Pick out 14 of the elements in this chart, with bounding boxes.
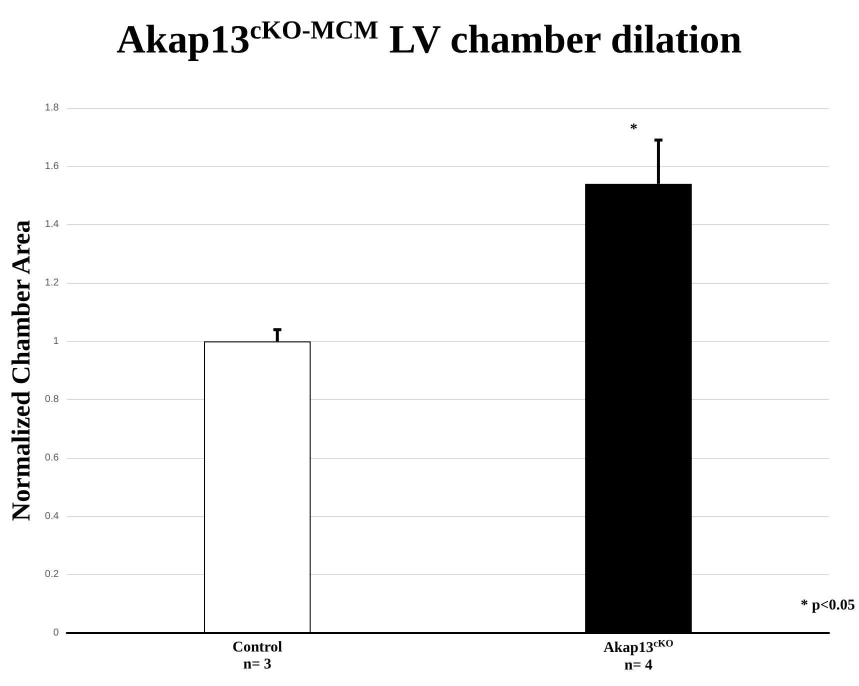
y-tick-label: 0.4 [44,510,60,522]
y-axis-title: Normalized Chamber Area [6,220,36,521]
x-tick-label: Control n= 3 [232,640,282,672]
y-tick-label: 0.8 [44,394,60,406]
y-tick-label: 1.4 [44,219,60,230]
y-tick-label: 1 [53,336,60,347]
y-tick-label: 1.2 [44,278,60,288]
y-tick-label: 1.8 [44,102,60,114]
y-tick-label: 1.6 [44,160,60,172]
y-tick-label: 0 [53,628,60,638]
annotation: * p<0.05 [800,598,855,614]
y-tick-label: 0.2 [44,569,60,580]
annotation: * [630,122,638,138]
y-tick-label: 0.6 [44,452,60,464]
